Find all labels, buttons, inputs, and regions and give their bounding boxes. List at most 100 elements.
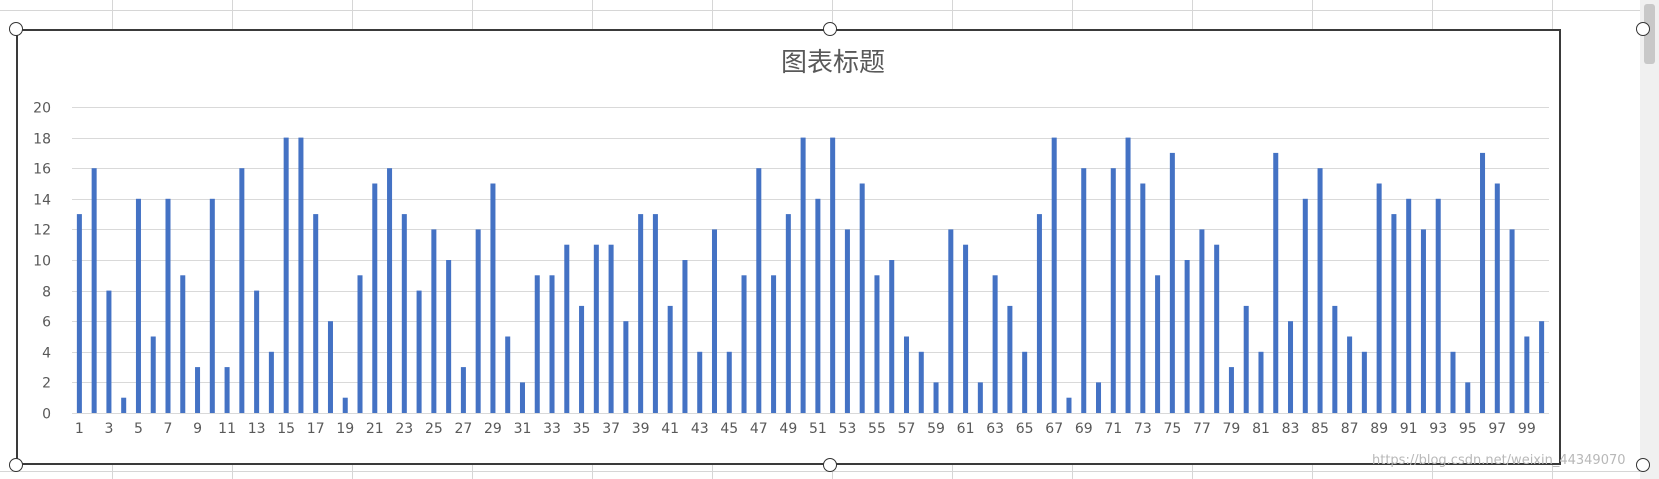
bar-82[interactable] bbox=[1273, 152, 1279, 413]
bar-53[interactable] bbox=[844, 229, 850, 413]
bar-61[interactable] bbox=[963, 244, 969, 413]
bar-31[interactable] bbox=[519, 382, 525, 413]
bar-75[interactable] bbox=[1169, 152, 1175, 413]
bar-52[interactable] bbox=[830, 137, 836, 413]
bar-30[interactable] bbox=[505, 336, 511, 414]
bar-32[interactable] bbox=[534, 275, 540, 413]
bar-26[interactable] bbox=[446, 260, 452, 413]
bar-series[interactable] bbox=[76, 137, 1545, 414]
bar-16[interactable] bbox=[298, 137, 304, 413]
bar-91[interactable] bbox=[1406, 198, 1412, 413]
bar-7[interactable] bbox=[165, 198, 171, 413]
bar-85[interactable] bbox=[1317, 168, 1323, 413]
bar-22[interactable] bbox=[387, 168, 393, 413]
bar-73[interactable] bbox=[1140, 183, 1146, 414]
bar-70[interactable] bbox=[1096, 382, 1102, 413]
bar-25[interactable] bbox=[431, 229, 437, 413]
bar-5[interactable] bbox=[135, 198, 141, 413]
bar-65[interactable] bbox=[1022, 351, 1028, 413]
bar-66[interactable] bbox=[1036, 214, 1042, 413]
bar-10[interactable] bbox=[209, 198, 215, 413]
bar-40[interactable] bbox=[652, 214, 658, 413]
bar-18[interactable] bbox=[327, 321, 333, 413]
bar-38[interactable] bbox=[623, 321, 629, 413]
bar-51[interactable] bbox=[815, 198, 821, 413]
bar-71[interactable] bbox=[1110, 168, 1116, 413]
bar-95[interactable] bbox=[1465, 382, 1471, 413]
bar-1[interactable] bbox=[76, 214, 82, 413]
bar-27[interactable] bbox=[460, 367, 466, 413]
bar-74[interactable] bbox=[1155, 275, 1161, 413]
resize-handle-bottom-center[interactable] bbox=[823, 458, 837, 472]
bar-19[interactable] bbox=[342, 397, 348, 413]
bar-49[interactable] bbox=[785, 214, 791, 413]
bar-99[interactable] bbox=[1524, 336, 1530, 414]
bar-81[interactable] bbox=[1258, 351, 1264, 413]
bar-55[interactable] bbox=[874, 275, 880, 413]
bar-93[interactable] bbox=[1435, 198, 1441, 413]
bar-6[interactable] bbox=[150, 336, 156, 414]
bar-12[interactable] bbox=[239, 168, 245, 413]
bar-88[interactable] bbox=[1361, 351, 1367, 413]
bar-64[interactable] bbox=[1007, 305, 1013, 413]
bar-96[interactable] bbox=[1480, 152, 1486, 413]
bar-92[interactable] bbox=[1420, 229, 1426, 413]
bar-83[interactable] bbox=[1288, 321, 1294, 413]
bar-56[interactable] bbox=[889, 260, 895, 413]
bar-90[interactable] bbox=[1391, 214, 1397, 413]
bar-45[interactable] bbox=[726, 351, 732, 413]
bar-15[interactable] bbox=[283, 137, 289, 413]
bar-21[interactable] bbox=[372, 183, 378, 414]
bar-58[interactable] bbox=[918, 351, 924, 413]
bar-50[interactable] bbox=[800, 137, 806, 413]
bar-60[interactable] bbox=[948, 229, 954, 413]
bar-97[interactable] bbox=[1494, 183, 1500, 414]
bar-23[interactable] bbox=[401, 214, 407, 413]
bar-9[interactable] bbox=[195, 367, 201, 413]
bar-57[interactable] bbox=[903, 336, 910, 414]
bar-24[interactable] bbox=[416, 290, 422, 413]
bar-48[interactable] bbox=[771, 275, 777, 413]
bar-4[interactable] bbox=[121, 397, 127, 413]
bar-11[interactable] bbox=[224, 367, 230, 413]
bar-89[interactable] bbox=[1376, 183, 1382, 414]
bar-14[interactable] bbox=[268, 351, 274, 413]
bar-3[interactable] bbox=[106, 290, 112, 413]
bar-54[interactable] bbox=[859, 183, 865, 414]
bar-28[interactable] bbox=[475, 229, 481, 413]
bar-63[interactable] bbox=[992, 275, 998, 413]
bar-43[interactable] bbox=[697, 351, 703, 413]
bar-68[interactable] bbox=[1066, 397, 1072, 413]
bar-2[interactable] bbox=[91, 168, 97, 413]
bar-36[interactable] bbox=[593, 244, 599, 413]
bar-47[interactable] bbox=[756, 168, 762, 413]
bar-100[interactable] bbox=[1539, 321, 1545, 413]
bar-77[interactable] bbox=[1199, 229, 1205, 413]
bar-41[interactable] bbox=[667, 305, 673, 413]
bar-59[interactable] bbox=[933, 382, 939, 413]
bar-33[interactable] bbox=[549, 275, 555, 413]
bar-86[interactable] bbox=[1332, 305, 1338, 413]
bar-42[interactable] bbox=[682, 260, 688, 413]
bar-35[interactable] bbox=[579, 305, 585, 413]
bar-37[interactable] bbox=[608, 244, 614, 413]
bar-67[interactable] bbox=[1051, 137, 1057, 413]
bar-46[interactable] bbox=[741, 275, 747, 413]
bar-79[interactable] bbox=[1228, 367, 1234, 413]
bar-94[interactable] bbox=[1450, 351, 1456, 413]
bar-34[interactable] bbox=[564, 244, 570, 413]
bar-98[interactable] bbox=[1509, 229, 1515, 413]
chart-area[interactable]: 图表标题 0 2 4 6 8 10 12 14 16 18 20 1 3 5 7 9 11 13 15 17 19 21… bbox=[16, 29, 1561, 465]
bar-20[interactable] bbox=[357, 275, 363, 413]
bar-13[interactable] bbox=[254, 290, 260, 413]
bar-76[interactable] bbox=[1184, 260, 1190, 413]
resize-handle-top-center[interactable] bbox=[823, 22, 837, 36]
resize-handle-top-left[interactable] bbox=[9, 22, 23, 36]
resize-handle-bottom-left[interactable] bbox=[9, 458, 23, 472]
bar-39[interactable] bbox=[638, 214, 644, 413]
bar-69[interactable] bbox=[1081, 168, 1087, 413]
bar-78[interactable] bbox=[1214, 244, 1220, 413]
bar-17[interactable] bbox=[313, 214, 319, 413]
bar-84[interactable] bbox=[1302, 198, 1308, 413]
bar-62[interactable] bbox=[977, 382, 983, 413]
